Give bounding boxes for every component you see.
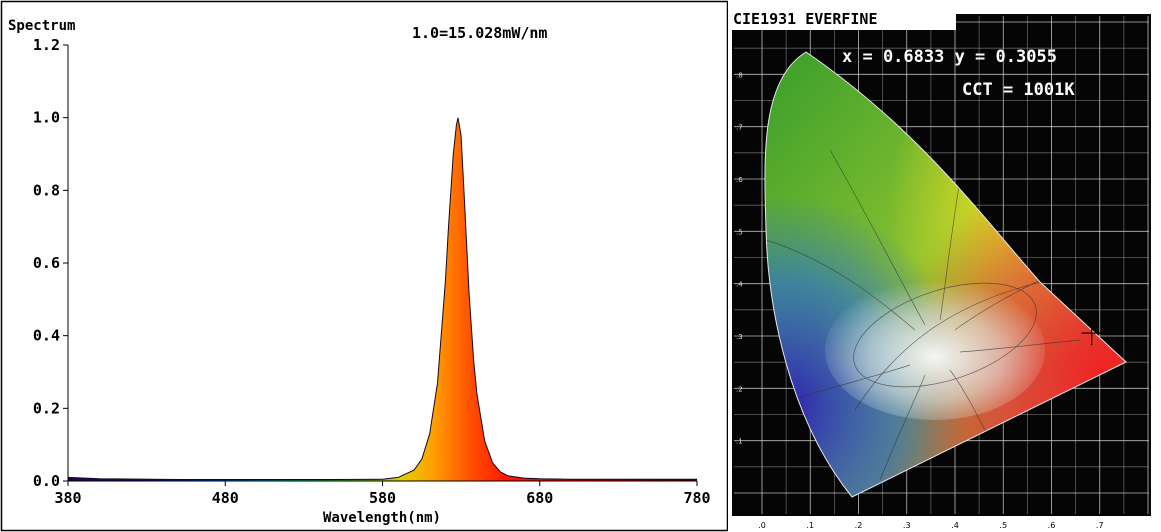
spectrum-x-tick-label: 380 <box>54 489 81 507</box>
cie-cct-readout: CCT = 1001K <box>962 80 1075 100</box>
cie-x-tick-label: .3 <box>903 521 911 530</box>
cie-x-tick-label: .7 <box>1096 521 1104 530</box>
cie-title: CIE1931 EVERFINE <box>733 10 878 28</box>
spectrum-x-ticks: 380 480 580 680 780 <box>54 481 711 507</box>
spectrum-ylabel: Spectrum <box>8 18 75 34</box>
spectrum-x-tick-label: 680 <box>526 489 553 507</box>
spectrum-xlabel: Wavelength(nm) <box>323 510 441 526</box>
cie-x-tick-label: .2 <box>855 521 863 530</box>
spectrum-y-tick-label: 1.0 <box>33 109 60 127</box>
cie-y-tick-label: .3 <box>736 333 743 341</box>
cie-y-tick-label: .4 <box>736 281 743 289</box>
spectrum-y-tick-label: 0.6 <box>33 254 60 272</box>
cie-y-tick-label: .6 <box>736 176 743 184</box>
cie-y-tick-label: .2 <box>736 385 743 393</box>
cie-diagram: CIE1931 EVERFINE x = 0.6833 y = 0.3055 C… <box>728 0 1161 532</box>
spectrum-y-ticks: 0.0 0.2 0.4 0.6 0.8 1.0 1.2 <box>33 36 68 490</box>
cie-x-tick-label: .4 <box>951 521 959 530</box>
spectrum-x-tick-label: 480 <box>212 489 239 507</box>
spectrum-y-tick-label: 1.2 <box>33 36 60 54</box>
spectrum-line <box>67 117 697 480</box>
spectrum-x-tick-label: 580 <box>369 489 396 507</box>
spectrum-y-tick-label: 0.0 <box>33 472 60 490</box>
cie-x-tick-label: .1 <box>806 521 814 530</box>
cie-x-tick-label: .0 <box>758 521 766 530</box>
cie-x-tick-labels: .0 .1 .2 .3 .4 .5 .6 .7 <box>758 521 1103 530</box>
cie-y-tick-labels: .1 .2 .3 .4 .5 .6 .7 .8 <box>736 71 743 445</box>
cie-spectral-locus <box>764 51 1127 498</box>
spectrum-title: 1.0=15.028mW/nm <box>412 24 547 42</box>
spectrum-y-tick-label: 0.8 <box>33 181 60 199</box>
cie-y-tick-label: .5 <box>736 228 743 236</box>
spectrum-y-tick-label: 0.4 <box>33 327 60 345</box>
cie-y-tick-label: .8 <box>736 71 743 79</box>
cie-xy-readout: x = 0.6833 y = 0.3055 <box>842 47 1057 67</box>
spectrum-y-tick-label: 0.2 <box>33 399 60 417</box>
spectrum-x-tick-label: 780 <box>683 489 710 507</box>
spectrum-chart: Spectrum 1.0=15.028mW/nm 0.0 0.2 0.4 0.6 0.8… <box>0 0 729 532</box>
cie-chromaticity-marker <box>1081 321 1102 346</box>
cie-x-tick-label: .5 <box>999 521 1007 530</box>
cie-y-tick-label: .1 <box>736 438 743 446</box>
spectrum-area <box>68 117 697 481</box>
cie-title-box <box>730 6 956 30</box>
cie-y-tick-label: .7 <box>736 124 743 132</box>
cie-x-tick-label: .6 <box>1048 521 1056 530</box>
